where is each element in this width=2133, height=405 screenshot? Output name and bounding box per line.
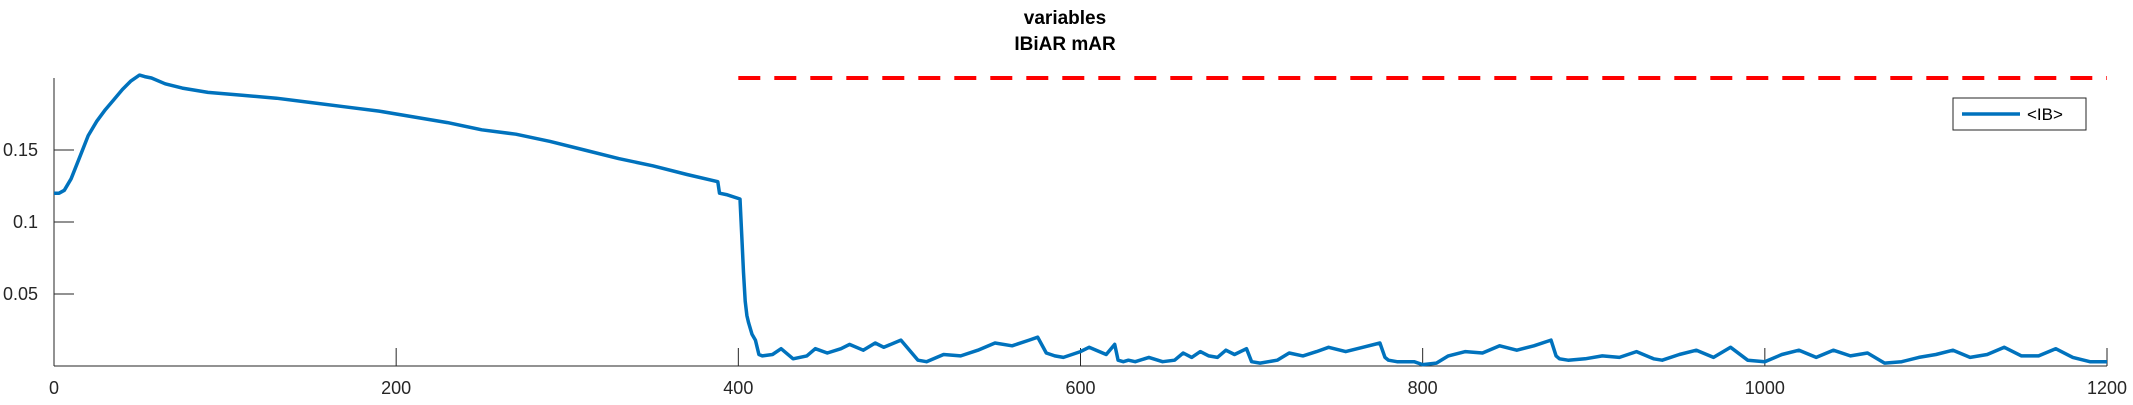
- series-line: [54, 73, 2107, 367]
- y-tick-label: 0.1: [13, 212, 38, 232]
- chart-title: variables: [1024, 8, 1106, 29]
- y-tick-label: 0.15: [3, 140, 38, 160]
- x-tick-label: 600: [1065, 378, 1095, 398]
- plot-marks: 0 200 400 600 800 1000 1200 0.05 0.1 0.15: [3, 73, 2127, 398]
- x-tick-label: 0: [49, 378, 59, 398]
- x-tick-label: 200: [381, 378, 411, 398]
- legend-label-ib: <IB>: [2027, 105, 2063, 124]
- legend: <IB>: [1952, 97, 2087, 131]
- x-tick-label: 800: [1408, 378, 1438, 398]
- x-tick-label: 1200: [2087, 378, 2127, 398]
- x-tick-label: 400: [723, 378, 753, 398]
- chart-subtitle: IBiAR mAR: [1014, 34, 1116, 55]
- x-tick-label: 1000: [1745, 378, 1785, 398]
- y-tick-label: 0.05: [3, 284, 38, 304]
